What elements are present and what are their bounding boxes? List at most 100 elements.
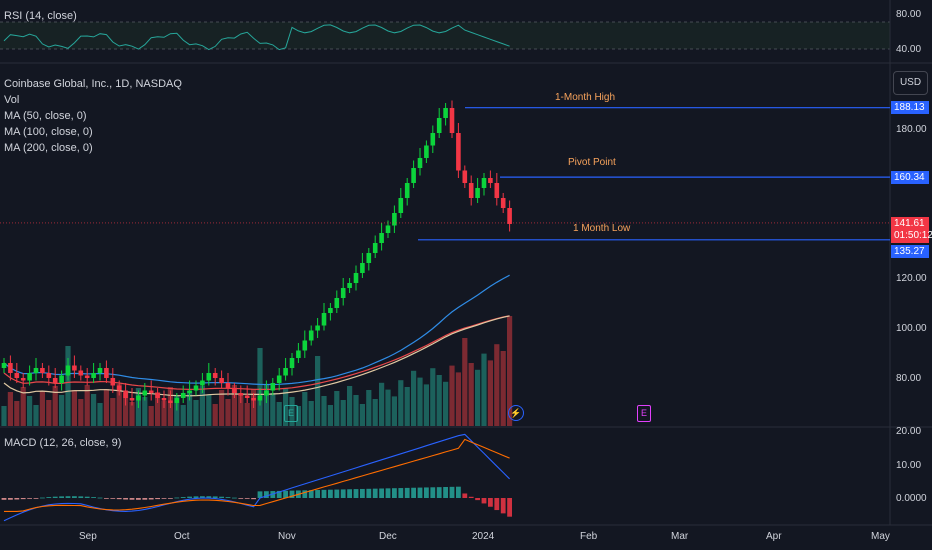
macd-histogram-bar xyxy=(417,487,423,498)
earnings-event-2[interactable]: E xyxy=(637,405,651,422)
candle-body xyxy=(366,253,372,263)
macd-histogram-bar xyxy=(283,490,288,498)
rsi-tick-80: 80.00 xyxy=(896,9,922,20)
volume-bar xyxy=(334,391,340,426)
macd-histogram-bar xyxy=(212,496,218,498)
x-tick-oct: Oct xyxy=(174,531,190,542)
candle-body xyxy=(148,390,154,393)
volume-bar xyxy=(398,380,404,426)
candle-body xyxy=(155,393,160,398)
candle-body xyxy=(142,390,148,396)
volume-bar xyxy=(7,392,13,426)
macd-histogram-bar xyxy=(507,498,512,517)
macd-histogram-bar xyxy=(257,491,263,498)
macd-histogram-bar xyxy=(27,498,32,499)
price-tick-100: 100.00 xyxy=(896,323,927,334)
volume-bar xyxy=(225,399,231,426)
volume-bar xyxy=(347,386,353,426)
candle-body xyxy=(20,378,26,381)
last-price-countdown: 01:50:12 xyxy=(894,230,932,241)
macd-histogram-bar xyxy=(116,498,122,500)
volume-bar xyxy=(257,348,263,426)
candle-body xyxy=(462,170,468,183)
candle-body xyxy=(257,395,263,401)
volume-bar xyxy=(500,351,506,426)
candle-body xyxy=(264,390,269,396)
volume-bar xyxy=(315,356,321,426)
macd-histogram-bar xyxy=(59,496,64,498)
rsi-tick-40: 40.00 xyxy=(896,44,922,55)
indicator-vol: Vol xyxy=(4,94,20,106)
volume-bar xyxy=(180,405,186,426)
candle-body xyxy=(225,383,231,388)
x-tick-nov: Nov xyxy=(278,531,296,542)
volume-bar xyxy=(308,401,314,426)
volume-bar xyxy=(487,360,493,426)
candle-body xyxy=(315,325,320,331)
macd-histogram-bar xyxy=(219,496,224,498)
candle-body xyxy=(136,395,141,401)
volume-bar xyxy=(103,389,109,426)
macd-histogram-bar xyxy=(424,487,429,498)
macd-histogram-bar xyxy=(136,498,141,500)
candle-body xyxy=(436,118,442,133)
volume-bar xyxy=(270,393,276,426)
candle-body xyxy=(404,183,410,198)
candle-body xyxy=(212,373,218,378)
candle-body xyxy=(296,350,301,358)
volume-bar xyxy=(174,396,180,426)
rsi-title: RSI (14, close) xyxy=(4,10,77,22)
volume-bar xyxy=(430,368,436,426)
macd-histogram-bar xyxy=(46,497,52,498)
currency-button[interactable]: USD xyxy=(893,71,928,95)
macd-histogram-bar xyxy=(174,497,180,499)
candle-body xyxy=(379,233,384,243)
volume-bar xyxy=(475,369,481,426)
volume-bar xyxy=(155,392,161,426)
macd-histogram-bar xyxy=(430,487,436,498)
volume-bar xyxy=(244,403,250,426)
macd-histogram-bar xyxy=(372,488,378,498)
indicator-ma50: MA (50, close, 0) xyxy=(4,110,87,122)
candle-body xyxy=(302,340,308,351)
macd-histogram-bar xyxy=(8,498,13,500)
volume-bar xyxy=(289,397,295,426)
tag-1-month-high: 188.13 xyxy=(891,101,929,114)
candle-body xyxy=(84,375,90,378)
volume-bar xyxy=(20,387,26,426)
volume-bar xyxy=(276,402,282,426)
volume-bar xyxy=(366,390,372,426)
macd-histogram-bar xyxy=(289,490,295,498)
candle-body xyxy=(430,133,436,146)
volume-bar xyxy=(27,396,33,426)
macd-histogram-bar xyxy=(232,497,237,499)
macd-histogram-bar xyxy=(398,488,404,498)
volume-bar xyxy=(263,384,269,426)
candle-body xyxy=(174,398,180,403)
volume-bar xyxy=(411,370,417,426)
macd-tick-20: 20.00 xyxy=(896,426,922,437)
ma50-line xyxy=(3,274,510,386)
macd-histogram-bar xyxy=(65,496,71,498)
candle-body xyxy=(385,225,391,233)
macd-histogram-bar xyxy=(20,498,26,500)
candle-body xyxy=(251,398,256,401)
candle-body xyxy=(417,158,423,168)
volume-bar xyxy=(385,389,391,426)
earnings-event-1[interactable]: E xyxy=(284,405,298,422)
candle-body xyxy=(232,388,237,393)
macd-histogram-bar xyxy=(110,498,116,499)
ma200-line xyxy=(3,315,510,397)
macd-histogram-bar xyxy=(52,496,58,498)
macd-histogram-bar xyxy=(84,496,90,498)
main-title: Coinbase Global, Inc., 1D, NASDAQ xyxy=(4,78,182,90)
dividend-lightning-icon[interactable]: ⚡ xyxy=(508,405,524,421)
candle-body xyxy=(411,168,416,183)
candle-body xyxy=(129,398,135,401)
macd-histogram-bar xyxy=(315,490,320,498)
candle-body xyxy=(168,400,173,403)
volume-bar xyxy=(353,395,359,426)
candle-body xyxy=(27,373,32,381)
macd-histogram-bar xyxy=(468,496,474,498)
